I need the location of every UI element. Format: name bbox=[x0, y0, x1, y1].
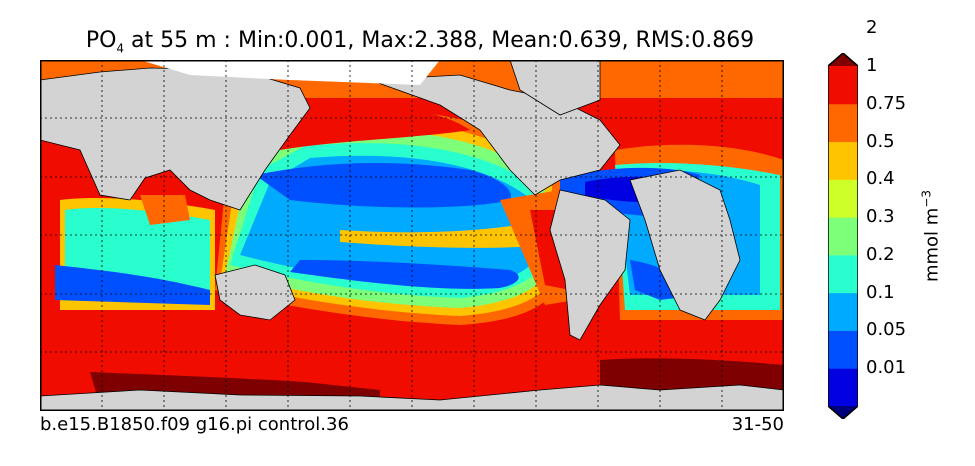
colorbar-extend-max bbox=[828, 53, 858, 66]
colorbar-tick-label: 0.5 bbox=[866, 130, 895, 152]
case-name-label: b.e15.B1850.f09 g16.pi control.36 bbox=[40, 414, 349, 435]
pacific-south-blue bbox=[290, 260, 519, 289]
units-text: mmol m bbox=[921, 207, 943, 283]
colorbar-segment bbox=[828, 179, 858, 218]
colorbar-tick-label: 0.75 bbox=[866, 92, 907, 114]
colorbar-tick-label: 0.3 bbox=[866, 206, 895, 228]
colorbar-tick-label: 0.01 bbox=[866, 357, 907, 379]
colorbar-extend-min bbox=[828, 406, 858, 419]
australia-land bbox=[214, 264, 296, 321]
greenland-land bbox=[509, 60, 601, 116]
africa-land bbox=[629, 169, 741, 321]
colorbar-segment bbox=[828, 254, 858, 294]
indian-blue bbox=[55, 265, 210, 305]
colorbar-segment bbox=[828, 141, 858, 180]
colorbar-tick-label: 0.05 bbox=[866, 319, 907, 341]
south-america-land bbox=[549, 189, 631, 341]
n-pacific-subpolar bbox=[270, 105, 470, 150]
equatorial-tongue bbox=[340, 220, 550, 248]
colorbar-tick-label: 0.4 bbox=[866, 168, 895, 190]
title-variable: PO bbox=[85, 28, 117, 53]
colorbar-segment bbox=[828, 103, 858, 143]
colorbar-segment bbox=[828, 217, 858, 256]
colorbar bbox=[828, 53, 858, 419]
colorbar-tick-label: 2 bbox=[866, 17, 878, 39]
gridlines bbox=[40, 60, 784, 411]
colorbar-units-label: mmol m−3 bbox=[920, 190, 943, 282]
ocean-map bbox=[40, 60, 784, 411]
colorbar-segment bbox=[828, 66, 858, 105]
colorbar-segment bbox=[828, 330, 858, 369]
colorbar-tick-label: 1 bbox=[866, 55, 878, 76]
plot-title: PO4 at 55 m : Min:0.001, Max:2.388, Mean… bbox=[0, 28, 840, 55]
title-stats: at 55 m : Min:0.001, Max:2.388, Mean:0.6… bbox=[124, 28, 755, 53]
units-exponent: −3 bbox=[919, 189, 934, 208]
colorbar-tick-label: 0.1 bbox=[866, 281, 895, 303]
years-label: 31-50 bbox=[731, 414, 784, 435]
colorbar-tick-label: 0.2 bbox=[866, 243, 895, 265]
map-frame bbox=[40, 60, 784, 411]
pacific-north-blue bbox=[255, 163, 511, 208]
arabian-sea bbox=[140, 195, 190, 225]
colorbar-segment bbox=[828, 368, 858, 407]
colorbar-segment bbox=[828, 292, 858, 331]
title-subscript: 4 bbox=[116, 41, 125, 56]
arctic-no-data bbox=[140, 60, 440, 85]
